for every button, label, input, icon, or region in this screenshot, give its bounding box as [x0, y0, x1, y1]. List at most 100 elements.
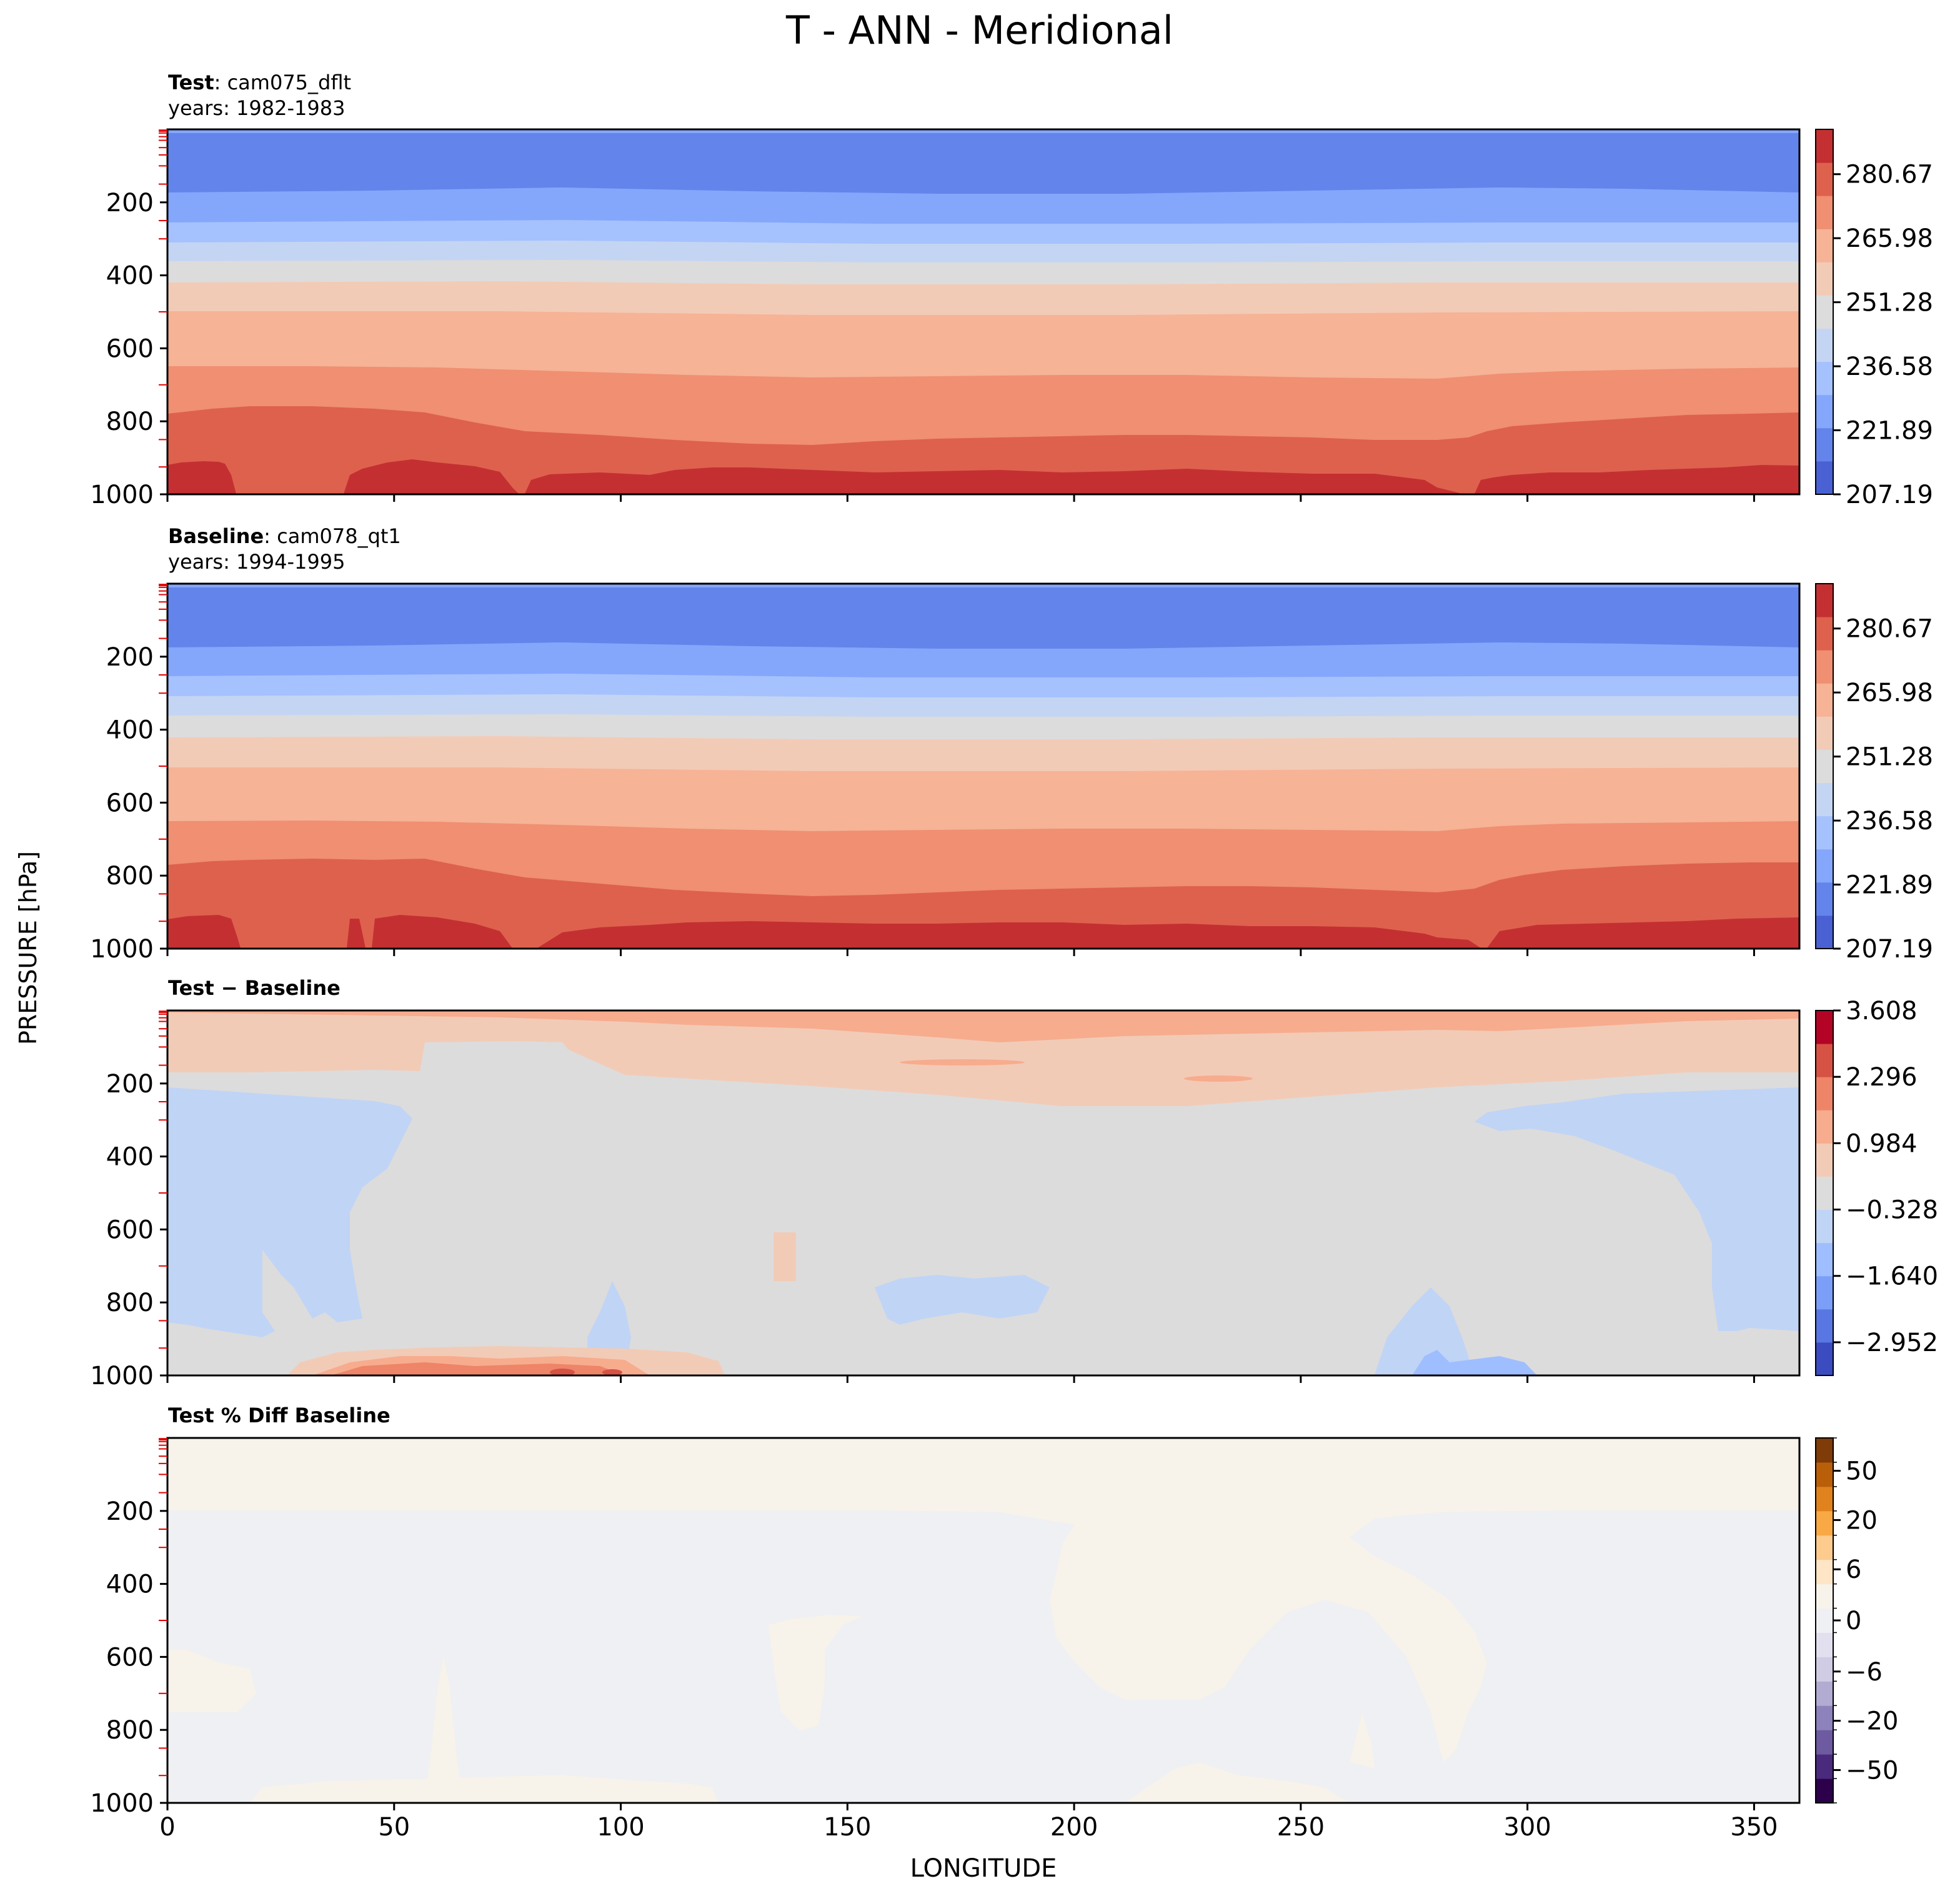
colorbar-tick-label: 236.58	[1846, 807, 1933, 836]
colorbar-segment	[1816, 1209, 1833, 1244]
colorbar-segment	[1816, 1779, 1833, 1804]
colorbar-tick-label: 265.98	[1846, 224, 1933, 253]
y-tick-label: 200	[106, 189, 154, 217]
y-tick-label: 400	[106, 716, 154, 745]
band-9	[167, 584, 1799, 649]
colorbar-segment	[1816, 1438, 1833, 1463]
colorbar-tick-label: −50	[1846, 1756, 1898, 1785]
colorbar-segment	[1816, 584, 1833, 617]
colorbar-segment	[1816, 1510, 1833, 1536]
colorbar-segment	[1816, 716, 1833, 750]
y-tick-label: 1000	[90, 935, 154, 964]
band-warm-top	[167, 1438, 1799, 1762]
y-tick-label: 600	[106, 1643, 154, 1672]
y-tick-label: 800	[106, 862, 154, 891]
x-tick-label: 300	[1503, 1813, 1551, 1842]
colorbar-segment	[1816, 1242, 1833, 1277]
colorbar-frame	[1815, 583, 1834, 949]
panel-title-rest: : cam078_qt1	[264, 524, 401, 548]
panel-subtitle: years: 1982-1983	[168, 96, 345, 120]
x-axis-label: LONGITUDE	[910, 1854, 1057, 1883]
colorbar-segment	[1816, 1110, 1833, 1144]
x-tick-label: 150	[823, 1813, 871, 1842]
colorbar-tick-label: 207.19	[1846, 481, 1933, 509]
x-tick-label: 200	[1050, 1813, 1098, 1842]
blob-cool	[1375, 1287, 1475, 1375]
colorbar-segment	[1816, 1275, 1833, 1310]
y-axis-label: PRESSURE [hPa]	[14, 851, 42, 1045]
colorbar-tick-label: 251.28	[1846, 289, 1933, 317]
colorbar-tick-label: −20	[1846, 1707, 1898, 1736]
colorbar-tick-label: 251.28	[1846, 743, 1933, 772]
colorbar-segment	[1816, 328, 1833, 362]
panel-diff: Test − Baseline	[166, 976, 1801, 1377]
colorbar-segment	[1816, 816, 1833, 850]
axes-layer: 200 400 600 800 1000 200 400 600 800 1000 200 400 60…	[90, 129, 1778, 1842]
band-warm-2	[167, 1010, 1799, 1042]
colorbar-tick-label: −0.328	[1846, 1196, 1938, 1225]
band-cool-right	[1475, 1087, 1799, 1331]
colorbar-segment	[1816, 1077, 1833, 1110]
colorbar-segment	[1816, 1143, 1833, 1177]
y-tick-label: 600	[106, 1215, 154, 1244]
panel-subtitle: years: 1994-1995	[168, 550, 345, 574]
panel-title: Test: cam075_dflt	[168, 71, 351, 94]
blob-warm	[1184, 1075, 1253, 1082]
colorbar-segment	[1816, 1535, 1833, 1560]
band-cool-left	[167, 1087, 412, 1337]
colorbar-segment	[1816, 849, 1833, 883]
colorbar-segment	[1816, 262, 1833, 296]
y-tick-label: 600	[106, 789, 154, 817]
colorbar-tick-label: 2.296	[1846, 1063, 1918, 1092]
colorbar-segment	[1816, 162, 1833, 196]
y-tick-label: 400	[106, 262, 154, 291]
x-tick-label: 250	[1277, 1813, 1325, 1842]
panel-title: Test % Diff Baseline	[168, 1404, 391, 1427]
y-tick-label: 800	[106, 407, 154, 436]
colorbar-frame	[1815, 1010, 1834, 1376]
colorbar-tick-label: 236.58	[1846, 352, 1933, 381]
colorbar-segment	[1816, 1657, 1833, 1682]
y-tick-label: 800	[106, 1716, 154, 1745]
panel-baseline: Baseline: cam078_qt1 years: 1994-1995	[166, 524, 1801, 950]
x-tick-label: 0	[159, 1813, 175, 1842]
blob-warm	[1350, 1712, 1375, 1769]
colorbar-segment	[1816, 1486, 1833, 1512]
band-11	[167, 584, 1799, 587]
blob-hot	[602, 1369, 622, 1375]
panel-title-bold: Test	[168, 71, 214, 94]
colorbar-tick-label: 280.67	[1846, 615, 1933, 644]
x-tick-label: 50	[378, 1813, 410, 1842]
colorbar-segment	[1816, 1754, 1833, 1779]
y-tick-label: 1000	[90, 1362, 154, 1390]
y-tick-label: 200	[106, 643, 154, 672]
colorbar-tick-label: 50	[1846, 1457, 1878, 1486]
colorbar-tick-label: 0	[1846, 1607, 1861, 1635]
colorbar-tick-label: 280.67	[1846, 161, 1933, 189]
colorbar-segment	[1816, 915, 1833, 949]
colorbar-tick-label: 221.89	[1846, 417, 1933, 446]
colorbar-segment	[1816, 295, 1833, 329]
x-tick-label: 350	[1730, 1813, 1778, 1842]
y-tick-label: 600	[106, 334, 154, 363]
panel-title-bold: Baseline	[168, 524, 264, 548]
colorbar-segment	[1816, 882, 1833, 916]
colorbar-segment	[1816, 1559, 1833, 1585]
y-tick-label: 1000	[90, 481, 154, 509]
colorbar-tick-label: 221.89	[1846, 871, 1933, 900]
panel-test: Test: cam075_dflt years: 1982-1983	[166, 71, 1801, 496]
colorbar-segment	[1816, 1462, 1833, 1487]
colorbar-tick-label: −2.952	[1846, 1329, 1938, 1357]
colorbar-segment	[1816, 1010, 1833, 1044]
colorbar-frame	[1815, 129, 1834, 495]
y-tick-label: 400	[106, 1570, 154, 1599]
colorbar-segment	[1816, 229, 1833, 262]
colorbar-tick-label: 207.19	[1846, 935, 1933, 964]
colorbar-segment	[1816, 1044, 1833, 1077]
blob-warm	[250, 1775, 719, 1803]
contour-fill	[167, 584, 1799, 949]
suptitle: T - ANN - Meridional	[785, 7, 1173, 53]
blob-hot	[550, 1369, 575, 1375]
y-tick-label: 1000	[90, 1789, 154, 1818]
panel-title: Baseline: cam078_qt1	[168, 524, 401, 548]
